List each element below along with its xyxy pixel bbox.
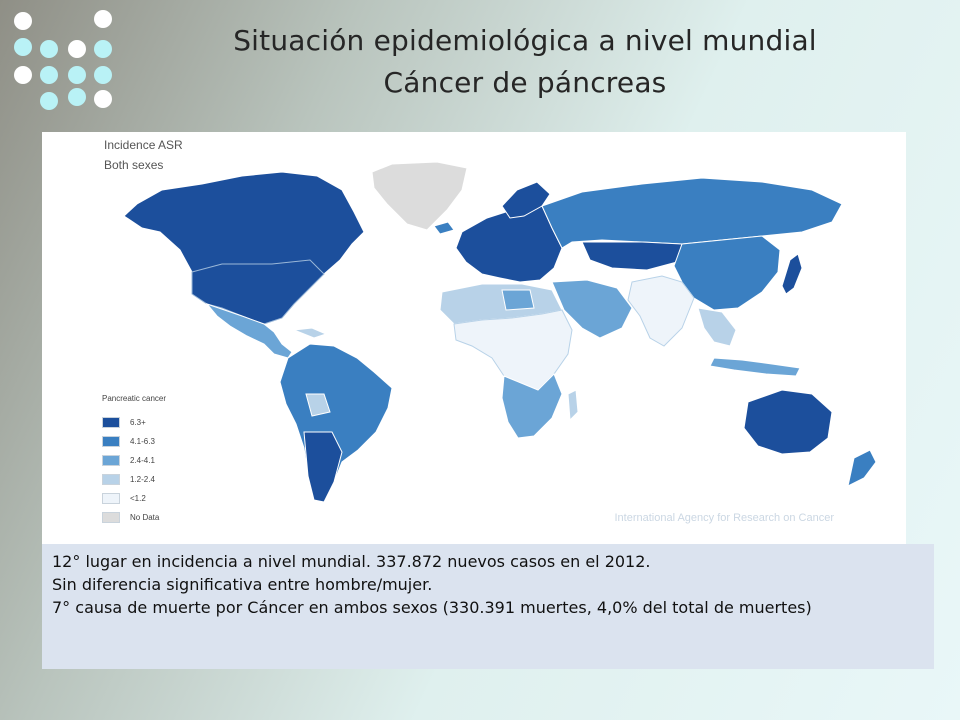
legend-swatch: [102, 493, 120, 504]
note-line-3: 7° causa de muerte por Cáncer en ambos s…: [52, 598, 812, 617]
legend-swatch: [102, 436, 120, 447]
decor-dot: [94, 10, 112, 28]
slide-title-line2: Cáncer de páncreas: [383, 66, 667, 99]
central-asia-shape: [581, 241, 683, 271]
legend-item: 2.4-4.1: [102, 451, 166, 470]
argentina-shape: [303, 431, 343, 503]
caribbean-shape: [293, 327, 328, 339]
legend-item: 4.1-6.3: [102, 432, 166, 451]
legend-label: 2.4-4.1: [130, 456, 155, 465]
world-map: [123, 161, 877, 503]
notes-box: 12° lugar en incidencia a nivel mundial.…: [42, 544, 934, 669]
china-shape: [673, 235, 781, 311]
decor-dot: [94, 66, 112, 84]
map-credit: International Agency for Research on Can…: [614, 512, 834, 524]
decor-dot: [40, 40, 58, 58]
decor-dot: [68, 88, 86, 106]
slide-title: Situación epidemiológica a nivel mundial…: [160, 20, 890, 104]
legend-label: 6.3+: [130, 418, 146, 427]
legend-label: <1.2: [130, 494, 146, 503]
indonesia-shape: [709, 357, 801, 377]
south-asia-shape: [627, 275, 695, 347]
decor-dot: [94, 40, 112, 58]
map-legend: Pancreatic cancer 6.3+ 4.1-6.3 2.4-4.1 1…: [102, 394, 166, 527]
middle-east-shape: [551, 279, 633, 339]
world-map-panel: Incidence ASR Both sexes: [42, 132, 906, 544]
libya-shape: [501, 289, 535, 311]
legend-label: 1.2-2.4: [130, 475, 155, 484]
decor-dot: [68, 66, 86, 84]
legend-swatch: [102, 455, 120, 466]
bolivia-shape: [305, 393, 331, 417]
south-america-shape: [279, 343, 393, 503]
iceland-shape: [433, 221, 455, 235]
note-line-1: 12° lugar en incidencia a nivel mundial.…: [52, 552, 651, 571]
greenland-shape: [371, 161, 468, 231]
australia-shape: [743, 389, 833, 455]
decor-dot: [40, 92, 58, 110]
madagascar-shape: [567, 389, 579, 422]
decor-dot: [14, 12, 32, 30]
legend-label: 4.1-6.3: [130, 437, 155, 446]
legend-label: No Data: [130, 513, 160, 522]
decor-dot: [14, 66, 32, 84]
legend-item: 6.3+: [102, 413, 166, 432]
russia-shape: [541, 177, 843, 249]
decor-dot: [68, 40, 86, 58]
decor-dot: [40, 66, 58, 84]
legend-swatch: [102, 417, 120, 428]
map-heading-line2: Both sexes: [104, 158, 164, 172]
japan-shape: [781, 253, 803, 295]
decor-dot: [14, 38, 32, 56]
scandinavia-shape: [501, 181, 551, 219]
decor-dot: [94, 90, 112, 108]
note-line-2: Sin diferencia significativa entre hombr…: [52, 575, 433, 594]
slide-title-line1: Situación epidemiológica a nivel mundial: [233, 24, 817, 57]
legend-item: 1.2-2.4: [102, 470, 166, 489]
southeast-asia-shape: [697, 307, 737, 347]
legend-item: No Data: [102, 508, 166, 527]
legend-item: <1.2: [102, 489, 166, 508]
map-heading-line1: Incidence ASR: [104, 138, 183, 152]
legend-title: Pancreatic cancer: [102, 394, 167, 403]
usa-region-shape: [191, 259, 325, 325]
southern-africa-shape: [501, 373, 563, 439]
legend-swatch: [102, 474, 120, 485]
legend-swatch: [102, 512, 120, 523]
new-zealand-shape: [847, 449, 877, 487]
decorative-dot-grid: [14, 10, 124, 110]
